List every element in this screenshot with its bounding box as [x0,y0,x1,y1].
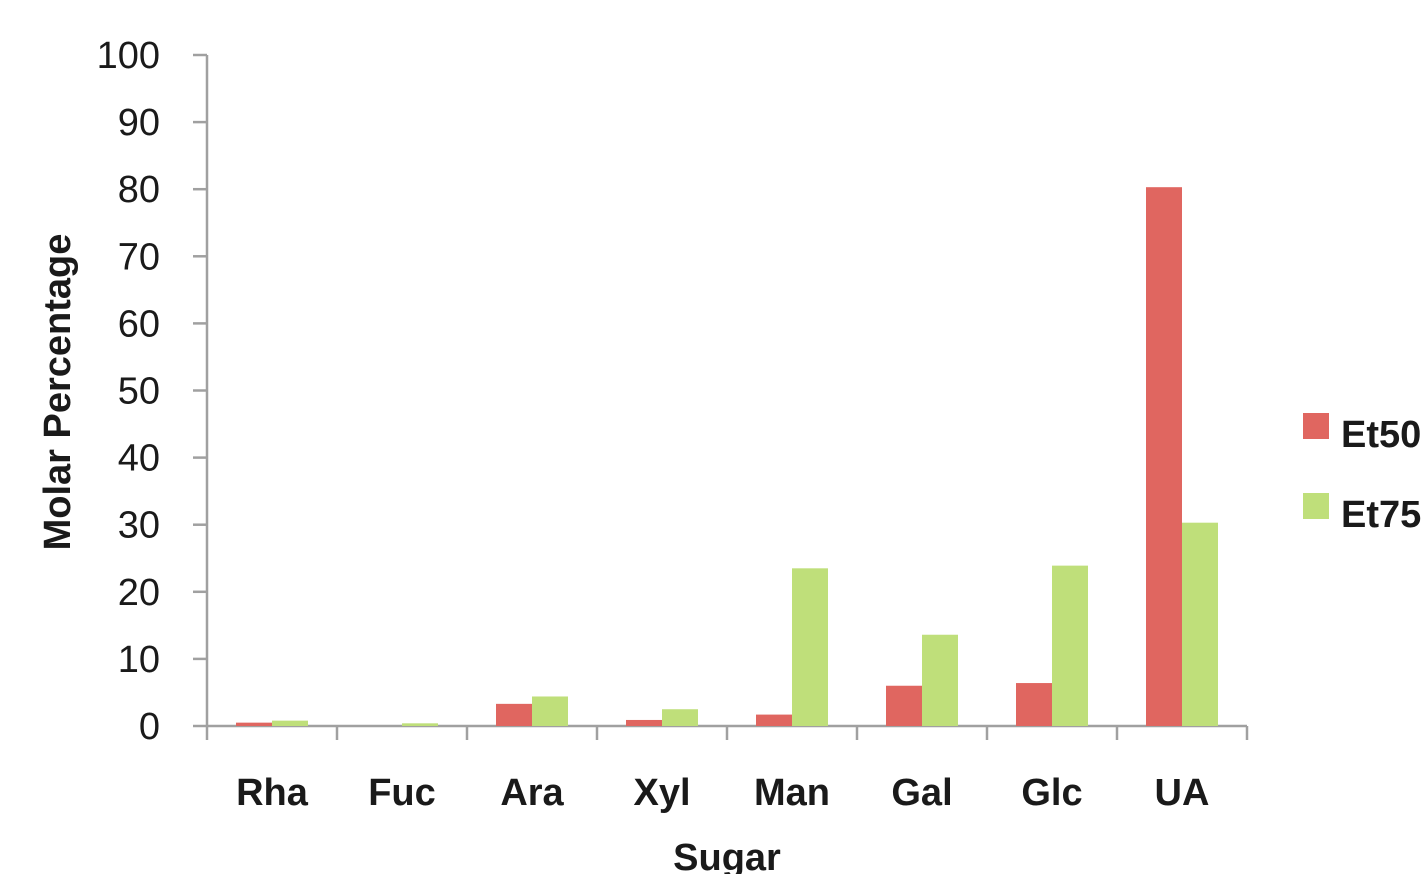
bar-et75-gal [922,634,958,726]
y-tick-label: 70 [118,236,160,278]
legend-label-et75: Et75 [1341,494,1421,536]
x-tick-label: Ara [500,772,564,814]
axes: 0 10 20 30 40 50 60 70 80 90 100 Rha Fuc Ara Xyl Man Gal… [97,35,1249,814]
y-tick-label: 30 [118,505,160,547]
x-tick-label: Rha [236,772,309,814]
bar-et75-man [792,568,828,726]
y-tick-label: 60 [118,303,160,345]
x-tick-label: Man [754,772,830,814]
bar-et50-gal [886,685,922,726]
x-tick-label: Fuc [368,772,436,814]
x-tick-label: Glc [1021,772,1082,814]
bar-et50-man [756,714,792,726]
bar-et50-ara [496,703,532,726]
bars [236,187,1218,726]
legend-swatch-et50 [1303,413,1329,439]
x-tick-label: Xyl [633,772,690,814]
y-axis-title: Molar Percentage [37,234,79,551]
y-tick-label: 90 [118,102,160,144]
y-tick-label: 20 [118,572,160,614]
bar-et75-glc [1052,565,1088,726]
bar-et75-ara [532,696,568,726]
x-tick-label: UA [1155,772,1210,814]
bar-et50-xyl [626,719,662,726]
bar-et75-ua [1182,522,1218,726]
bar-et50-glc [1016,683,1052,726]
legend-label-et50: Et50 [1341,414,1421,456]
y-tick-label: 10 [118,639,160,681]
legend-swatch-et75 [1303,493,1329,519]
bar-et50-ua [1146,187,1182,726]
bar-et75-fuc [402,723,438,726]
x-axis-title: Sugar [673,837,781,874]
x-tick-label: Gal [891,772,952,814]
bar-et75-rha [272,720,308,726]
y-tick-label: 0 [139,706,160,748]
legend: Et50 Et75 [1303,413,1421,536]
y-tick-label: 50 [118,371,160,413]
y-tick-label: 40 [118,438,160,480]
y-tick-label: 80 [118,169,160,211]
y-tick-label: 100 [97,35,160,77]
bar-et75-xyl [662,709,698,726]
bar-et50-rha [236,722,272,726]
